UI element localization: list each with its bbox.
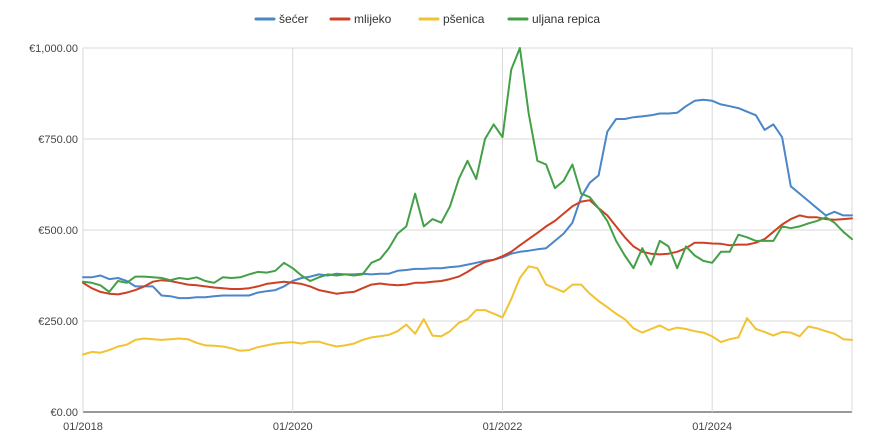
x-tick-label: 01/2024 (692, 421, 732, 433)
x-tick-label: 01/2020 (273, 421, 313, 433)
series-line-2 (82, 199, 853, 296)
series-line-1 (82, 98, 853, 300)
chart-legend: šećer mlijeko pšenica uljana repica (254, 12, 600, 26)
x-tick-label: 01/2018 (63, 421, 103, 433)
legend-item: mlijeko (329, 12, 392, 26)
series-line-4 (82, 47, 853, 293)
y-tick-label: €250.00 (38, 316, 78, 328)
legend-item: pšenica (418, 12, 485, 26)
y-tick-label: €1,000.00 (29, 43, 78, 55)
x-tick-label: 01/2022 (483, 421, 523, 433)
legend-label: pšenica (443, 12, 485, 26)
chart-series (82, 47, 853, 356)
series-line-3 (82, 265, 853, 356)
legend-item: uljana repica (507, 12, 600, 26)
y-tick-label: €0.00 (50, 407, 78, 419)
y-tick-label: €750.00 (38, 134, 78, 146)
chart-axes: €0.00 €250.00 €500.00 €750.00 €1,000.00 01/20… (29, 43, 732, 433)
legend-label: uljana repica (532, 12, 600, 26)
y-tick-label: €500.00 (38, 225, 78, 237)
chart-gridlines (82, 47, 853, 413)
legend-label: mlijeko (354, 12, 392, 26)
legend-item: šećer (254, 12, 308, 26)
legend-label: šećer (279, 12, 308, 26)
